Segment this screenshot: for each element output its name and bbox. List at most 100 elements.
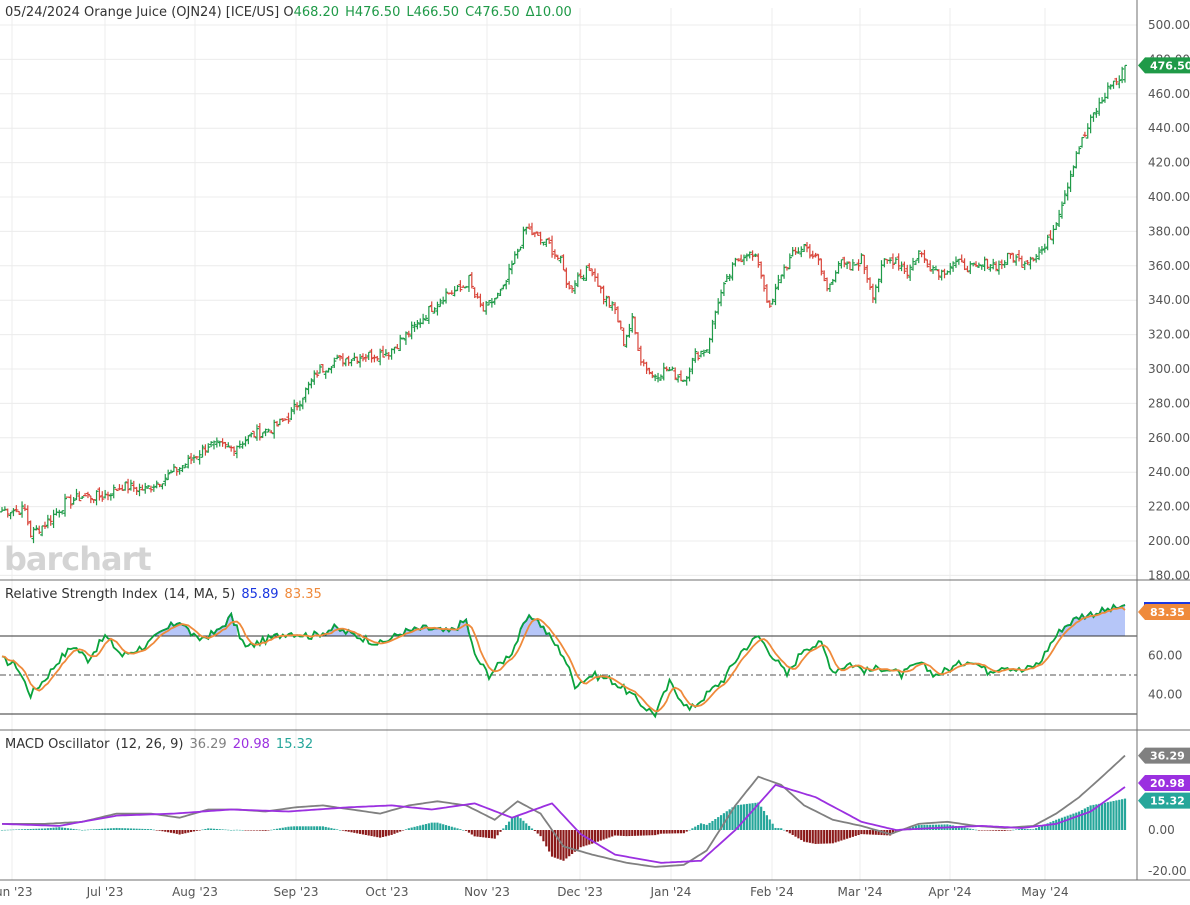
price-bar — [214, 437, 219, 448]
price-bar — [747, 251, 752, 259]
macd-histogram-bar — [215, 828, 218, 830]
price-bar — [340, 353, 345, 367]
price-bar — [315, 370, 320, 378]
macd-histogram-bar — [1055, 819, 1058, 830]
macd-histogram-bar — [61, 827, 64, 830]
macd-histogram-bar — [496, 830, 499, 836]
macd-histogram-bar — [184, 830, 187, 834]
rsi-overbought-fill — [211, 613, 237, 636]
macd-histogram-bar — [972, 829, 975, 830]
price-bar — [584, 265, 589, 281]
header-close: C476.50 — [465, 5, 520, 20]
price-bar — [312, 370, 317, 385]
price-bar — [664, 366, 669, 372]
macd-histogram-bar — [379, 830, 382, 838]
macd-histogram-bar — [433, 822, 436, 830]
macd-histogram-bar — [737, 805, 740, 830]
macd-histogram-bar — [32, 828, 35, 830]
macd-histogram-bar — [728, 809, 731, 830]
price-bar — [206, 443, 211, 453]
macd-histogram-bar — [656, 830, 660, 835]
price-bar — [37, 525, 42, 535]
price-bar — [610, 301, 615, 311]
macd-histogram-bar — [539, 830, 542, 837]
macd-histogram-bar — [0, 830, 4, 831]
macd-histogram-bar — [189, 830, 193, 833]
price-bar — [48, 515, 53, 526]
price-bar — [661, 362, 666, 381]
price-bar — [790, 246, 795, 257]
price-bar — [375, 355, 380, 362]
price-bar — [1022, 261, 1027, 271]
macd-histogram-bar — [565, 830, 568, 859]
price-bar — [11, 508, 16, 517]
price-bar — [1045, 234, 1050, 251]
price-bar — [97, 487, 102, 501]
macd-histogram-bar — [9, 829, 12, 831]
macd-histogram-bar — [548, 830, 551, 852]
macd-histogram-bar — [636, 830, 640, 836]
macd-histogram-bar — [270, 829, 273, 831]
macd-histogram-bar — [367, 830, 370, 836]
macd-histogram-bar — [702, 824, 705, 830]
macd-histogram-bar — [218, 829, 221, 830]
macd-histogram-bar — [679, 830, 683, 834]
macd-histogram-bar — [851, 830, 854, 837]
month-tick-label: Feb '24 — [750, 885, 794, 899]
macd-histogram-bar — [611, 830, 614, 837]
price-bar — [186, 454, 191, 469]
macd-histogram-bar — [98, 828, 101, 830]
price-bar — [489, 298, 494, 308]
macd-histogram-bar — [665, 830, 668, 834]
macd-hist-value: 15.32 — [276, 737, 313, 752]
price-bar — [297, 400, 302, 411]
price-bar — [696, 351, 701, 361]
rsi-ma-line — [1, 606, 1126, 713]
price-bar — [925, 259, 930, 268]
month-tick-label: Apr '24 — [928, 885, 971, 899]
price-bar — [366, 351, 371, 361]
macd-histogram-bar — [559, 830, 562, 860]
macd-histogram-bar — [158, 830, 161, 831]
price-bar — [979, 264, 984, 270]
price-bar — [770, 298, 775, 305]
price-bar — [117, 484, 122, 491]
macd-histogram-bar — [1060, 817, 1064, 830]
price-bar — [148, 485, 153, 493]
macd-line — [2, 754, 1126, 868]
macd-histogram-bar — [848, 830, 852, 838]
price-bar — [63, 493, 68, 517]
macd-histogram-bar — [676, 830, 680, 834]
price-bar — [1085, 123, 1090, 139]
price-bar — [111, 484, 116, 499]
price-bar — [865, 264, 870, 283]
macd-histogram-bar — [49, 827, 52, 830]
macd-histogram-bar — [485, 830, 488, 838]
macd-histogram-bar — [602, 830, 605, 840]
price-bar — [845, 261, 850, 270]
price-bar — [678, 370, 683, 382]
macd-value: 36.29 — [189, 737, 226, 752]
macd-histogram-bar — [273, 829, 276, 830]
macd-histogram-bar — [109, 828, 112, 830]
macd-histogram-bar — [805, 830, 809, 843]
price-bar — [20, 501, 25, 518]
price-bar — [618, 320, 623, 330]
macd-histogram-bar — [318, 826, 322, 830]
price-bar — [850, 259, 855, 271]
price-bar — [40, 525, 45, 537]
macd-histogram-bar — [1118, 799, 1121, 830]
price-bar — [684, 375, 689, 386]
price-bar — [246, 435, 251, 445]
price-bar — [252, 430, 257, 438]
macd-histogram-bar — [977, 830, 980, 831]
macd-histogram-bar — [18, 829, 21, 830]
price-bar — [962, 258, 967, 271]
price-bar — [913, 259, 918, 265]
macd-histogram-bar — [674, 830, 677, 834]
macd-histogram-bar — [780, 828, 783, 830]
macd-histogram-bar — [12, 829, 15, 831]
macd-histogram-bar — [1100, 803, 1104, 830]
price-bar — [174, 466, 179, 476]
macd-histogram-bar — [78, 829, 81, 831]
